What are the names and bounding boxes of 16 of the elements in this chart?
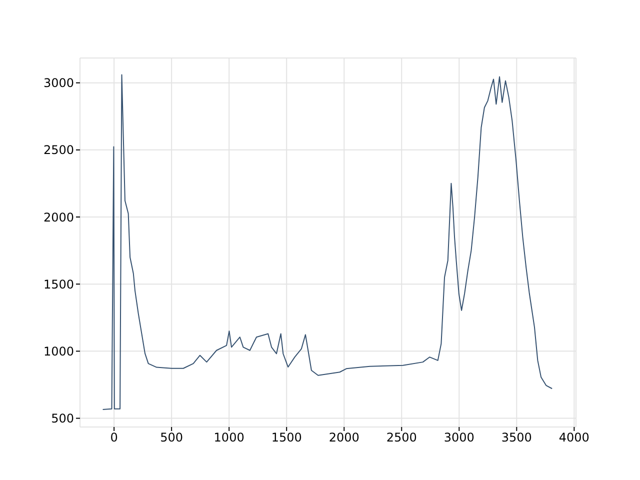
x-tick-label: 4000 [558,430,590,445]
y-tick-label: 500 [51,412,74,426]
y-tick-label: 1000 [43,344,74,358]
x-tick-label: 500 [160,430,184,445]
y-tick-label: 3000 [43,76,74,90]
x-tick-label: 0 [110,430,118,445]
y-tick-label: 2500 [43,143,74,158]
x-tick-label: 2000 [328,430,360,445]
line-series [102,74,553,410]
x-tick-label: 1500 [271,430,302,445]
x-tick-label: 1000 [214,430,244,445]
y-tick-label: 1500 [43,277,74,292]
x-tick-label: 3500 [501,430,532,445]
x-tick-label: 2500 [386,430,417,445]
x-tick-label: 3000 [444,430,474,445]
y-tick-label: 2000 [43,210,74,224]
